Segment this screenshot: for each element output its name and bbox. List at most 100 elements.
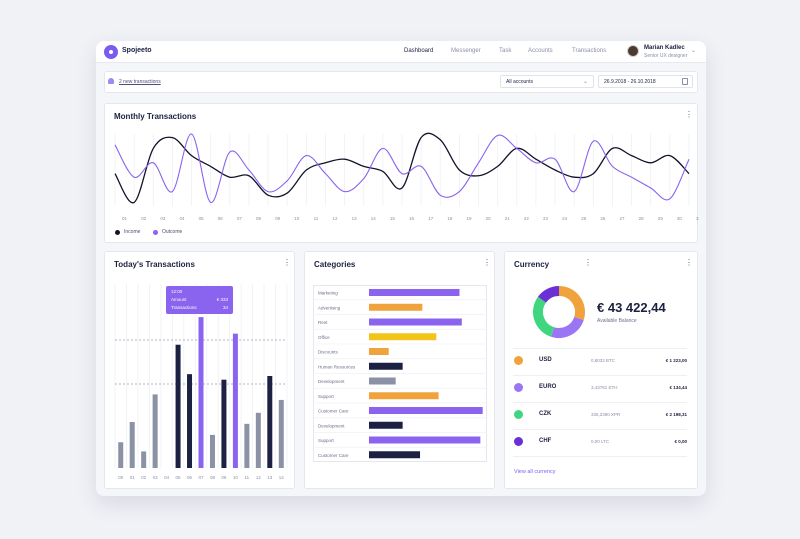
tooltip-transactions-value: 34 [222, 305, 228, 310]
x-tick-label: 08 [256, 216, 262, 221]
donut-slice [550, 316, 584, 338]
x-tick-label: 03 [160, 216, 166, 221]
x-tick-label: 05 [199, 216, 205, 221]
category-bar [369, 377, 396, 385]
category-label: Support [318, 438, 335, 443]
x-tick-label: 01 [130, 475, 136, 480]
user-name[interactable]: Marian Kadlec [644, 45, 685, 51]
user-role: Senior UX designer [644, 53, 688, 59]
bar [118, 442, 124, 468]
x-tick-label: 00 [118, 475, 124, 480]
more-options-icon[interactable]: ⋮ [685, 258, 693, 267]
currency-value: € 2 198,31 [665, 412, 687, 417]
user-avatar[interactable] [627, 45, 639, 57]
currency-value: € 1 223,00 [665, 358, 687, 363]
currency-code: EURO [539, 384, 557, 390]
x-tick-label: 10 [233, 475, 239, 480]
nav-transactions[interactable]: Transactions [572, 48, 607, 54]
category-label: Marketing [318, 291, 338, 296]
x-tick-label: 14 [371, 216, 377, 221]
x-tick-label: 12 [333, 216, 339, 221]
x-tick-label: 29 [658, 216, 664, 221]
x-tick-label: 11 [245, 475, 250, 480]
calendar-icon[interactable] [682, 78, 688, 85]
nav-accounts[interactable]: Accounts [528, 48, 553, 54]
x-tick-label: 08 [210, 475, 216, 480]
bar [221, 379, 227, 468]
outcome-legend-marker [153, 230, 158, 235]
tooltip-time: 12:00 [171, 289, 183, 294]
chevron-down-icon[interactable]: ⌄ [691, 48, 697, 54]
available-balance-label: Available Balance [597, 318, 637, 324]
new-transactions-link[interactable]: 2 new transactions [119, 79, 161, 85]
nav-messenger[interactable]: Messenger [451, 48, 481, 54]
divider [513, 375, 687, 376]
x-tick-label: 21 [505, 216, 511, 221]
logo-icon[interactable] [104, 45, 118, 59]
todays-transactions-card: Today's Transactions ⋮ 00 01 02 03 04 05 06 07 0… [104, 251, 295, 489]
bar [187, 374, 193, 468]
more-options-icon[interactable]: ⋮ [483, 258, 491, 267]
tooltip-transactions-label: Transactions [171, 305, 197, 310]
currency-donut-chart [533, 286, 585, 338]
category-bar [369, 451, 421, 459]
x-tick-label: 31 [696, 216, 699, 221]
more-options-icon[interactable]: ⋮ [584, 258, 592, 267]
nav-task[interactable]: Task [499, 48, 512, 54]
bar [141, 451, 147, 468]
outcome-line [114, 133, 690, 203]
x-tick-label: 20 [486, 216, 492, 221]
category-bar [369, 436, 481, 444]
x-tick-label: 17 [428, 216, 434, 221]
category-bar [369, 348, 389, 355]
euro-color-icon [514, 383, 523, 392]
currency-crypto-amount: 0,8032 BTC [591, 358, 616, 363]
x-tick-label: 09 [275, 216, 281, 221]
category-label: Development [318, 423, 345, 428]
x-tick-label: 28 [639, 216, 645, 221]
bar [198, 317, 204, 468]
category-label: Office [318, 335, 330, 340]
date-range-value: 26.9.2018 - 26.10.2018 [604, 79, 656, 85]
todays-transactions-title: Today's Transactions [114, 260, 195, 269]
categories-card: Categories ⋮ Marketing Advertising Rent Off… [304, 251, 495, 489]
account-select-value: All accounts [506, 79, 533, 85]
donut-slice [537, 286, 560, 303]
category-bar [369, 421, 403, 429]
category-bar [369, 362, 403, 370]
brand-name: Spojeeto [122, 47, 152, 54]
x-tick-label: 09 [221, 475, 227, 480]
x-tick-label: 13 [352, 216, 358, 221]
x-tick-label: 14 [279, 475, 285, 480]
category-bar [369, 318, 462, 326]
x-tick-label: 11 [314, 216, 319, 221]
more-options-icon[interactable]: ⋮ [283, 258, 291, 267]
x-tick-label: 19 [466, 216, 472, 221]
x-tick-label: 25 [581, 216, 587, 221]
czk-color-icon [514, 410, 523, 419]
tooltip-amount-value: € 333 [216, 297, 228, 302]
nav-dashboard[interactable]: Dashboard [404, 48, 434, 54]
date-range-field[interactable]: 26.9.2018 - 26.10.2018 [598, 75, 693, 88]
x-tick-label: 04 [164, 475, 170, 480]
view-all-currency-link[interactable]: View all currency [514, 469, 556, 475]
monthly-transactions-card: Monthly Transactions ⋮ 01 02 03 04 05 06 07 08 0… [104, 103, 699, 243]
dashboard-window: Spojeeto Dashboard Messenger Task Accoun… [96, 41, 706, 496]
divider [513, 429, 687, 430]
x-tick-label: 22 [524, 216, 530, 221]
divider [513, 456, 687, 457]
bar [232, 333, 238, 468]
x-tick-label: 02 [141, 216, 147, 221]
income-legend-label: Income [124, 229, 141, 235]
x-tick-label: 15 [390, 216, 396, 221]
category-bar [369, 333, 437, 341]
more-options-icon[interactable]: ⋮ [685, 110, 693, 119]
bell-icon [108, 78, 114, 84]
category-bar [369, 407, 483, 414]
x-tick-label: 13 [267, 475, 273, 480]
currency-crypto-amount: 335,2390 XPR [591, 412, 621, 417]
bar [152, 394, 158, 468]
chevron-down-icon: ⌄ [582, 79, 588, 85]
account-select[interactable]: All accounts ⌄ [500, 75, 594, 88]
chart-tooltip: 12:00 Amount € 333 Transactions 34 [166, 286, 233, 314]
